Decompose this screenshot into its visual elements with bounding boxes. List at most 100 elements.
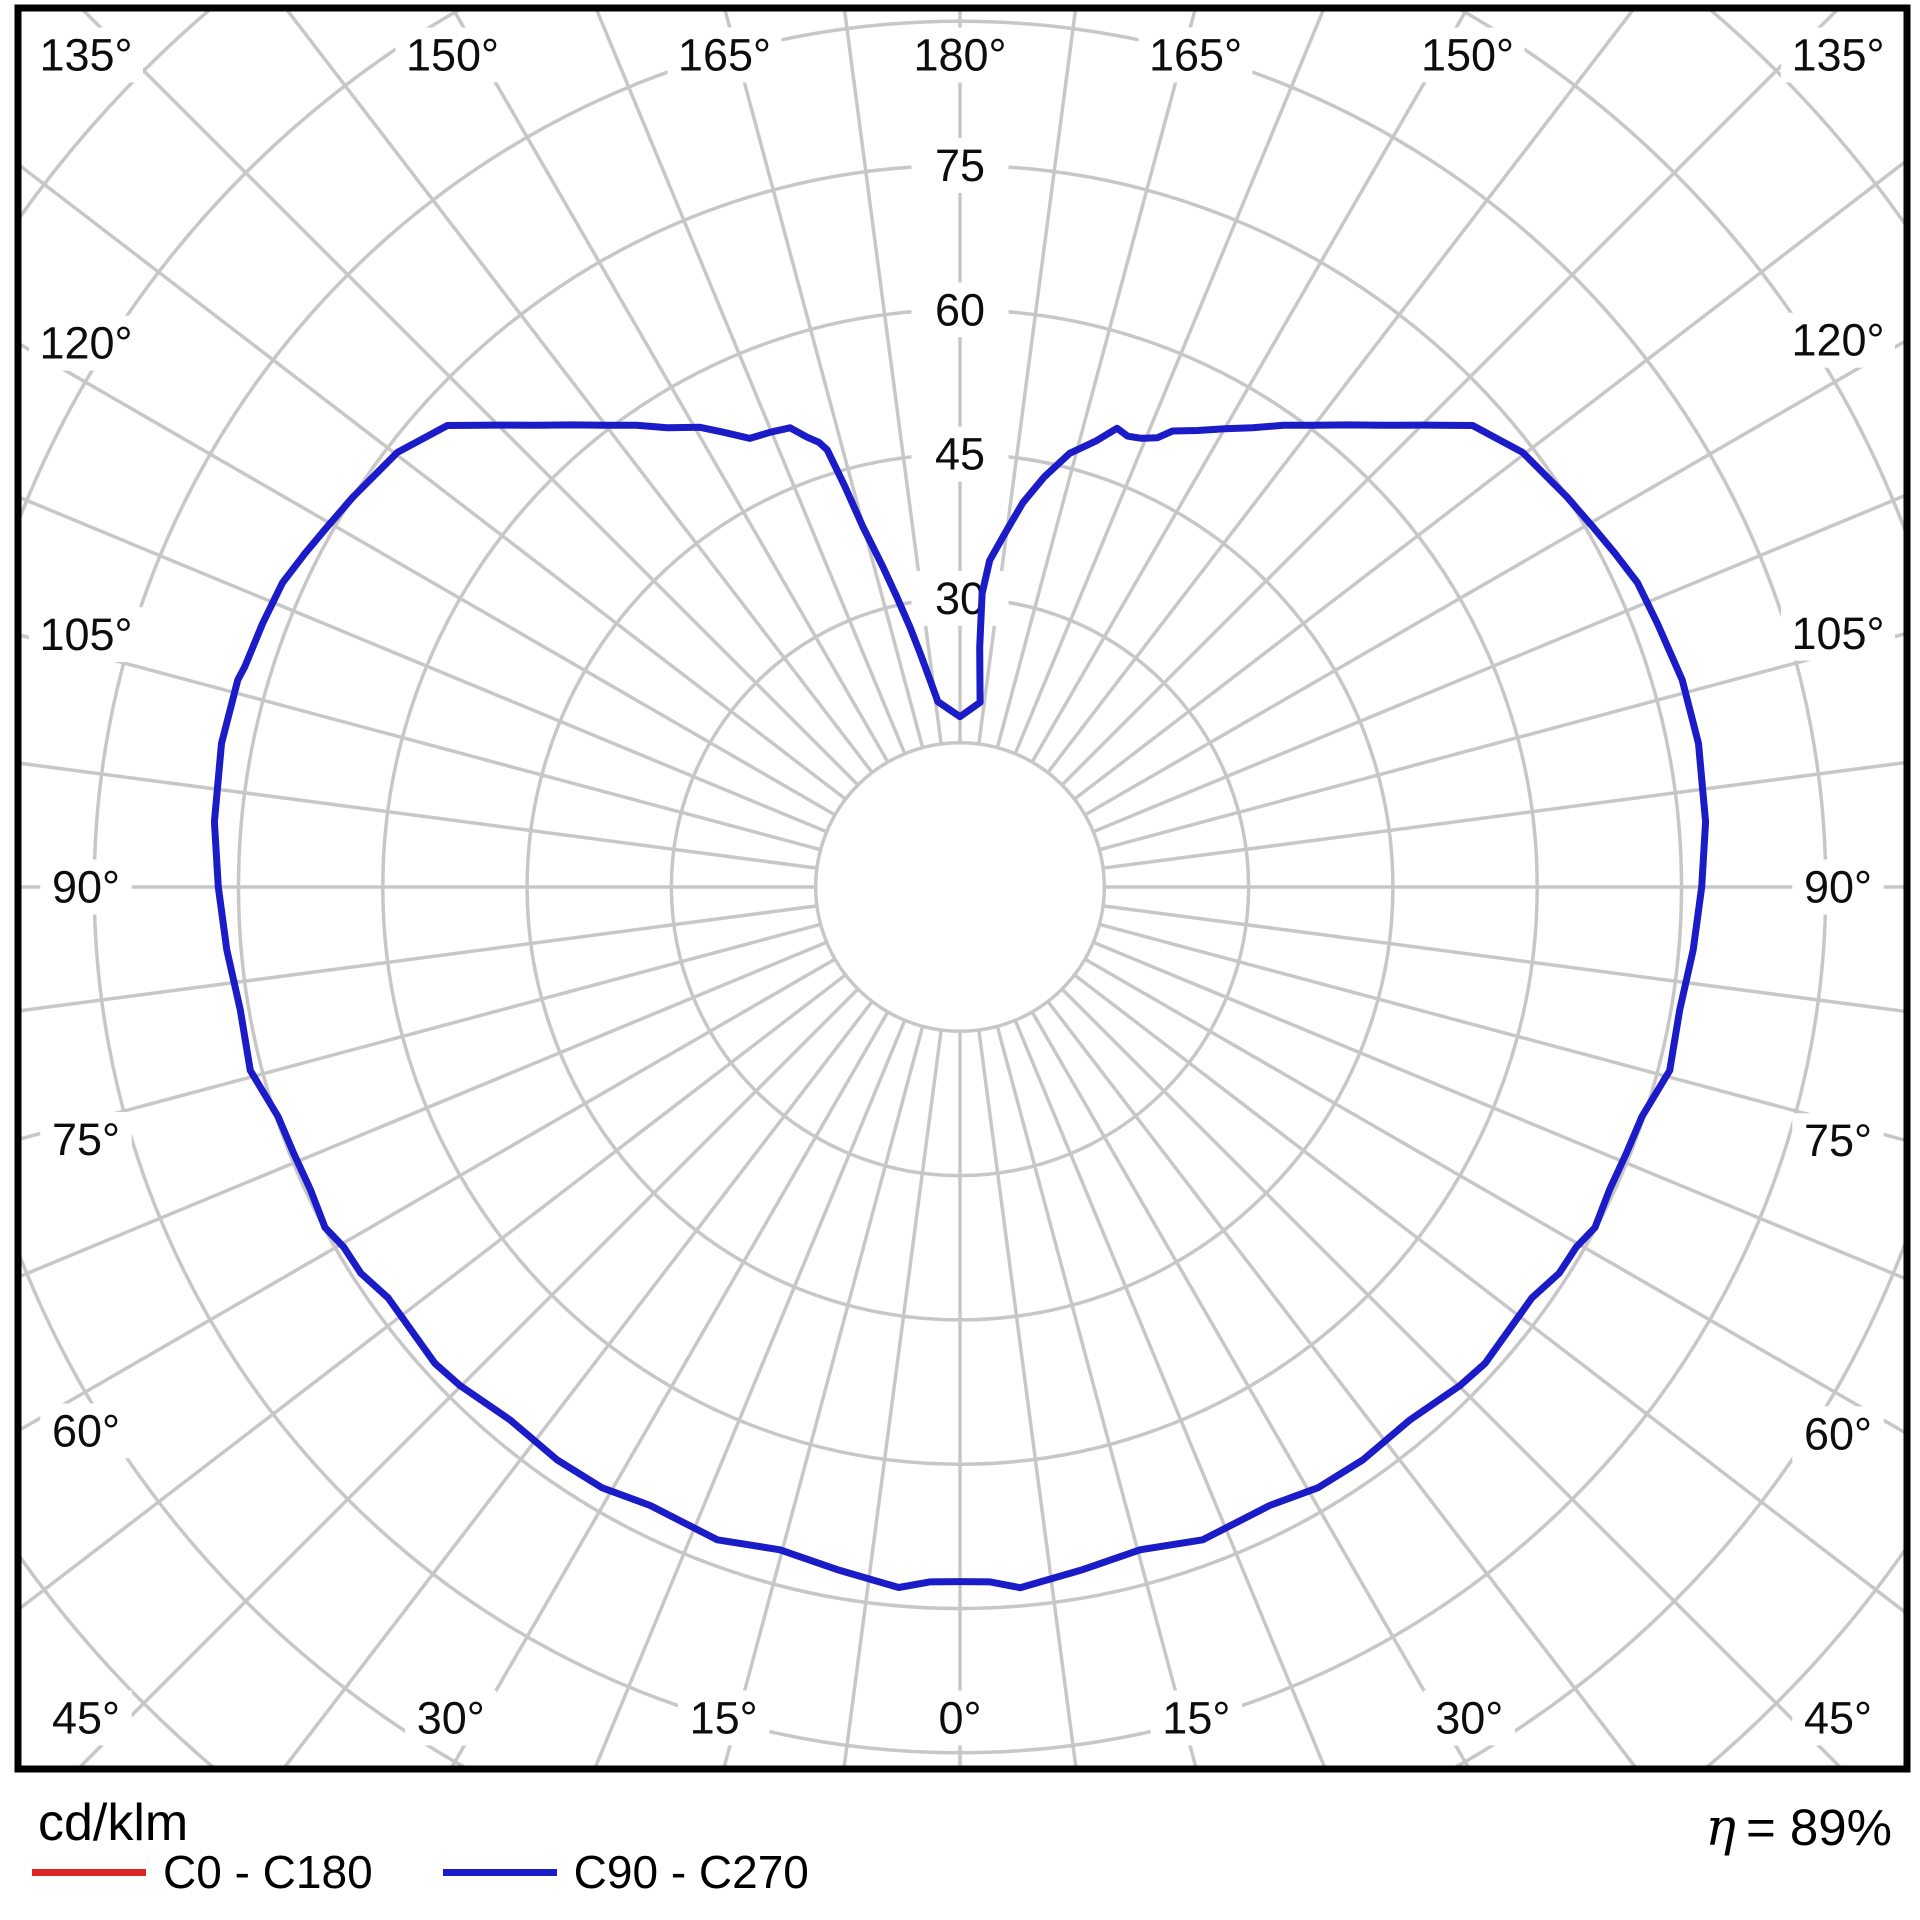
grid-spoke-105 — [1098, 631, 1907, 852]
angular-tick-label-30-left-bg — [405, 1690, 497, 1746]
angular-tick-label-165-left-bg — [667, 27, 782, 83]
legend-item-c90-c270: C90 - C270 — [442, 1845, 809, 1899]
grid-spoke-150 — [1030, 8, 1470, 763]
angular-tick-label-105-left: 105° — [39, 609, 132, 660]
angular-tick-label-105-right-bg — [1781, 605, 1895, 661]
radial-tick-label-30: 30 — [935, 573, 985, 624]
angular-tick-label-135-left: 135° — [39, 30, 132, 81]
radial-tick-label-30-bg — [911, 570, 1009, 626]
grid-spoke-67.5 — [1092, 940, 1907, 1282]
grid-spoke-7.5 — [977, 1029, 1078, 1769]
grid-spoke-187.5 — [842, 8, 943, 745]
angular-tick-label-120-right: 120° — [1791, 315, 1884, 366]
angular-tick-label-135-right: 135° — [1791, 30, 1884, 81]
angular-tick-label-30-right-bg — [1423, 1690, 1515, 1746]
angular-tick-label-120-right-bg — [1781, 312, 1895, 368]
angular-tick-label-75-left: 75° — [52, 1114, 120, 1165]
eta-symbol: η — [1705, 1799, 1736, 1858]
angular-tick-label-90-left: 90° — [52, 862, 120, 913]
grid-spoke-30 — [1030, 1011, 1472, 1769]
angular-tick-label-120-left-bg — [29, 315, 143, 371]
angular-tick-label-15-right: 15° — [1162, 1693, 1230, 1744]
unit-label: cd/klm — [38, 1794, 189, 1852]
grid-spoke-112.5 — [1092, 492, 1907, 834]
angular-tick-label-60-right: 60° — [1804, 1408, 1872, 1459]
grid-spoke-120 — [1084, 338, 1907, 817]
angular-tick-label-90-left-bg — [40, 859, 132, 915]
angular-tick-label-135-left-bg — [29, 27, 143, 83]
grid-spoke-127.5 — [1073, 158, 1907, 801]
grid-spoke-232.5 — [18, 161, 847, 801]
angular-tick-label-45-right: 45° — [1804, 1693, 1872, 1744]
grid-spoke-217.5 — [283, 8, 874, 774]
grid-spoke-37.5 — [1046, 1000, 1639, 1769]
angular-tick-label-45-right-bg — [1792, 1690, 1884, 1746]
angular-tick-label-0-bg — [925, 1690, 995, 1746]
angular-tick-label-105-left-bg — [29, 607, 143, 663]
angular-tick-label-60-left-bg — [40, 1403, 132, 1459]
legend-item-c0-c180: C0 - C180 — [32, 1845, 373, 1899]
grid-spoke-157.5 — [1013, 8, 1326, 755]
angular-tick-label-75-right: 75° — [1804, 1115, 1872, 1166]
angular-tick-label-75-left-bg — [40, 1111, 132, 1167]
angular-tick-label-165-right-bg — [1138, 27, 1253, 83]
grid-spoke-52.5 — [1073, 973, 1907, 1616]
angular-tick-label-45-left-bg — [40, 1690, 132, 1746]
angular-tick-label-150-left: 150° — [406, 30, 499, 81]
legend-swatch-c90-c270 — [442, 1868, 557, 1876]
grid-spoke-352.5 — [842, 1029, 943, 1769]
grid-spoke-277.5 — [18, 904, 818, 1013]
angular-tick-label-0: 0° — [938, 1693, 981, 1744]
radial-tick-label-45-bg — [911, 426, 1009, 482]
radial-tick-label-60-bg — [911, 282, 1009, 338]
angular-tick-label-180-right-bg — [903, 27, 1017, 83]
grid-spoke-322.5 — [281, 1000, 874, 1769]
angular-tick-label-135-right-bg — [1781, 27, 1895, 83]
angular-tick-label-60-right-bg — [1792, 1406, 1884, 1462]
grid-spoke-255 — [18, 632, 822, 852]
angular-tick-label-150-left-bg — [395, 27, 510, 83]
grid-spoke-195 — [722, 8, 925, 749]
grid-spoke-345 — [721, 1025, 925, 1769]
angular-tick-label-105-right: 105° — [1791, 608, 1884, 659]
grid-spoke-60 — [1084, 957, 1907, 1436]
angular-tick-label-45-left: 45° — [52, 1693, 120, 1744]
angular-tick-label-180-right: 180° — [913, 30, 1006, 81]
angular-tick-label-60-left: 60° — [52, 1405, 120, 1456]
grid-spoke-300 — [18, 957, 836, 1433]
angular-tick-label-165-left: 165° — [678, 30, 771, 81]
radial-tick-label-75: 75 — [935, 140, 985, 191]
angular-tick-label-150-right-bg — [1410, 27, 1525, 83]
grid-spoke-82.5 — [1102, 904, 1907, 1014]
legend-label-c0-c180: C0 - C180 — [163, 1846, 373, 1898]
grid-spoke-247.5 — [18, 494, 828, 834]
angular-tick-label-90-right: 90° — [1804, 862, 1872, 913]
angular-tick-label-30-right: 30° — [1435, 1693, 1503, 1744]
angular-tick-label-75-right-bg — [1792, 1113, 1884, 1169]
grid-spoke-285 — [18, 922, 822, 1142]
grid-spoke-22.5 — [1013, 1019, 1328, 1769]
angular-tick-label-120-left: 120° — [39, 318, 132, 369]
grid-spoke-202.5 — [594, 8, 907, 755]
angular-tick-label-90-right-bg — [1792, 859, 1884, 915]
grid-spoke-307.5 — [18, 973, 847, 1613]
grid-spoke-292.5 — [18, 940, 828, 1280]
grid-spoke-262.5 — [18, 761, 818, 870]
grid-spoke-337.5 — [592, 1019, 907, 1769]
distribution-curve-1 — [210, 421, 1710, 1592]
grid-spoke-172.5 — [977, 8, 1078, 745]
legend: C0 - C180 C90 - C270 — [32, 1845, 809, 1899]
efficiency-label: η = 89% — [1705, 1798, 1892, 1858]
legend-swatch-c0-c180 — [32, 1868, 146, 1876]
grid-spoke-97.5 — [1102, 760, 1907, 870]
legend-label-c90-c270: C90 - C270 — [573, 1846, 809, 1898]
angular-tick-label-15-left: 15° — [690, 1693, 758, 1744]
grid-spoke-15 — [995, 1025, 1199, 1769]
grid-spoke-75 — [1098, 922, 1907, 1143]
angular-tick-label-150-right: 150° — [1421, 30, 1514, 81]
grid-spoke-240 — [18, 341, 836, 817]
grid-labels: 30 45 60 75 0° 15° 15° 30° 30° 45° 45° 60° 60° 75° 75°… — [29, 27, 1895, 1746]
grid-spoke-142.5 — [1046, 8, 1637, 774]
